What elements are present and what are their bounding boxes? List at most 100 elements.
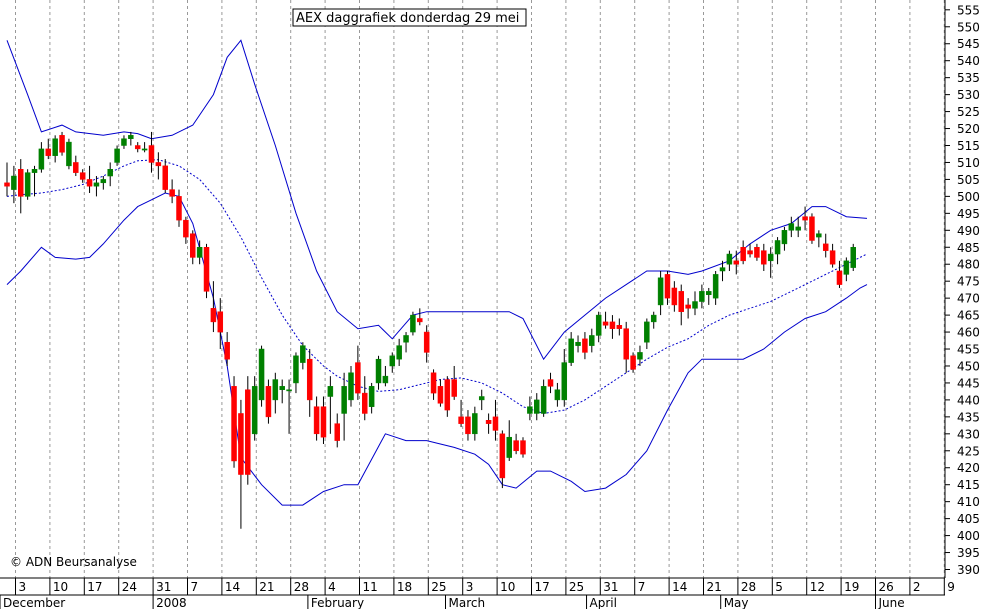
candle-down: [245, 376, 251, 485]
candle-body: [114, 148, 120, 163]
candle-body: [644, 321, 650, 343]
candle-up: [506, 420, 512, 461]
candle-body: [217, 311, 224, 333]
y-tick-label: 440: [957, 393, 980, 407]
x-tick-label: 11: [363, 580, 378, 594]
candle-down: [169, 179, 175, 204]
candle-body: [630, 355, 636, 370]
moving-average-line: [6, 159, 868, 415]
candle-body: [747, 250, 753, 255]
candle-body: [850, 247, 856, 268]
candle-up: [100, 176, 107, 190]
x-tick-label: 9: [947, 580, 955, 594]
candle-up: [93, 176, 100, 197]
candle-down: [176, 189, 182, 227]
candle-body: [671, 287, 678, 306]
candle-up: [327, 376, 334, 434]
y-tick-label: 475: [957, 275, 980, 289]
candle-up: [637, 345, 643, 366]
candle-body: [128, 135, 134, 139]
candle-up: [692, 291, 698, 316]
candle-up: [644, 318, 650, 350]
candle-down: [423, 325, 430, 363]
y-tick-label: 405: [957, 512, 980, 526]
candle-body: [134, 145, 141, 150]
candle-down: [4, 162, 10, 197]
candle-body: [843, 260, 850, 275]
candle-down: [155, 152, 162, 180]
candle-up: [24, 169, 31, 200]
candle-body: [121, 138, 127, 146]
copyright-label: © ADN Beursanalyse: [10, 555, 137, 569]
candle-body: [176, 196, 182, 221]
candle-body: [740, 247, 746, 262]
y-tick-label: 530: [957, 88, 980, 102]
candle-body: [774, 240, 781, 255]
x-tick-label: 3: [19, 580, 27, 594]
candle-down: [733, 250, 740, 275]
y-tick-label: 485: [957, 241, 980, 255]
candle-body: [499, 433, 506, 479]
candle-down: [45, 138, 52, 160]
candle-body: [417, 318, 423, 323]
candle-down: [499, 430, 506, 489]
candle-body: [527, 406, 533, 414]
candle-body: [430, 372, 437, 394]
y-tick-label: 410: [957, 495, 980, 509]
candle-body: [52, 138, 58, 156]
candle-up: [403, 332, 409, 353]
candle-body: [465, 416, 471, 435]
candle-body: [451, 379, 457, 397]
candle-body: [327, 386, 334, 397]
candle-body: [733, 260, 740, 265]
candle-body: [589, 335, 595, 346]
x-tick-label: 21: [259, 580, 274, 594]
candle-up: [816, 230, 822, 248]
candle-down: [664, 271, 671, 305]
candle-body: [492, 416, 499, 431]
y-tick-label: 535: [957, 71, 980, 85]
candle-body: [31, 168, 38, 173]
candle-body: [485, 420, 492, 424]
candle-body: [816, 233, 822, 238]
x-month-label: March: [449, 596, 486, 609]
candle-body: [155, 162, 162, 167]
candle-up: [712, 271, 719, 305]
candle-up: [575, 335, 581, 353]
candle-body: [375, 358, 382, 384]
candle-body: [657, 277, 664, 306]
x-tick-label: 10: [500, 580, 515, 594]
candle-down: [465, 410, 471, 441]
candle-down: [437, 379, 444, 407]
candle-down: [513, 433, 519, 455]
candle-down: [320, 396, 327, 444]
candle-body: [568, 338, 574, 363]
y-tick-label: 515: [957, 139, 980, 153]
candle-body: [362, 392, 368, 414]
candle-down: [822, 233, 829, 258]
candle-up: [141, 142, 148, 153]
x-tick-label: 3: [466, 580, 474, 594]
candle-down: [59, 131, 65, 156]
candle-body: [11, 175, 17, 190]
candle-up: [368, 382, 375, 414]
candle-body: [726, 253, 733, 265]
candle-body: [595, 314, 602, 336]
candle-body: [582, 338, 588, 353]
y-tick-label: 455: [957, 343, 980, 357]
candle-up: [300, 342, 306, 370]
y-tick-label: 545: [957, 37, 980, 51]
candle-body: [148, 145, 155, 163]
candle-body: [79, 172, 86, 180]
candle-body: [554, 389, 561, 401]
candle-down: [313, 396, 320, 441]
candle-down: [761, 243, 767, 272]
candle-down: [265, 379, 272, 424]
candle-down: [79, 169, 86, 183]
candle-down: [485, 413, 492, 434]
y-tick-label: 490: [957, 224, 980, 238]
candle-down: [86, 165, 93, 193]
candle-body: [368, 386, 375, 407]
candle-up: [726, 250, 733, 272]
